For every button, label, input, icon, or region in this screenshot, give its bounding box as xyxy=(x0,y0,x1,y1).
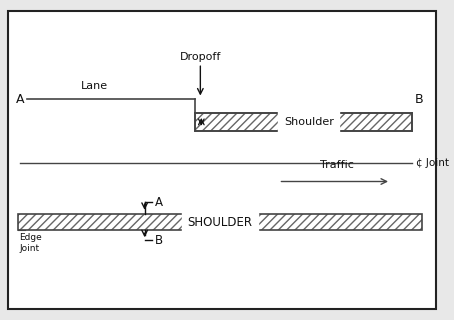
Bar xyxy=(196,113,412,131)
Text: ¢ Joint: ¢ Joint xyxy=(416,158,449,168)
Text: Shoulder: Shoulder xyxy=(284,117,334,127)
Bar xyxy=(18,214,422,230)
Text: Edge
Joint: Edge Joint xyxy=(20,233,42,253)
Text: A: A xyxy=(154,196,163,209)
Text: B: B xyxy=(415,93,424,106)
Text: B: B xyxy=(154,234,163,247)
Text: Traffic: Traffic xyxy=(320,160,354,170)
Text: Lane: Lane xyxy=(81,81,108,91)
Bar xyxy=(196,113,412,131)
Bar xyxy=(18,214,422,230)
Text: A: A xyxy=(16,93,25,106)
Text: Dropoff: Dropoff xyxy=(180,52,221,62)
Text: SHOULDER: SHOULDER xyxy=(188,216,252,228)
